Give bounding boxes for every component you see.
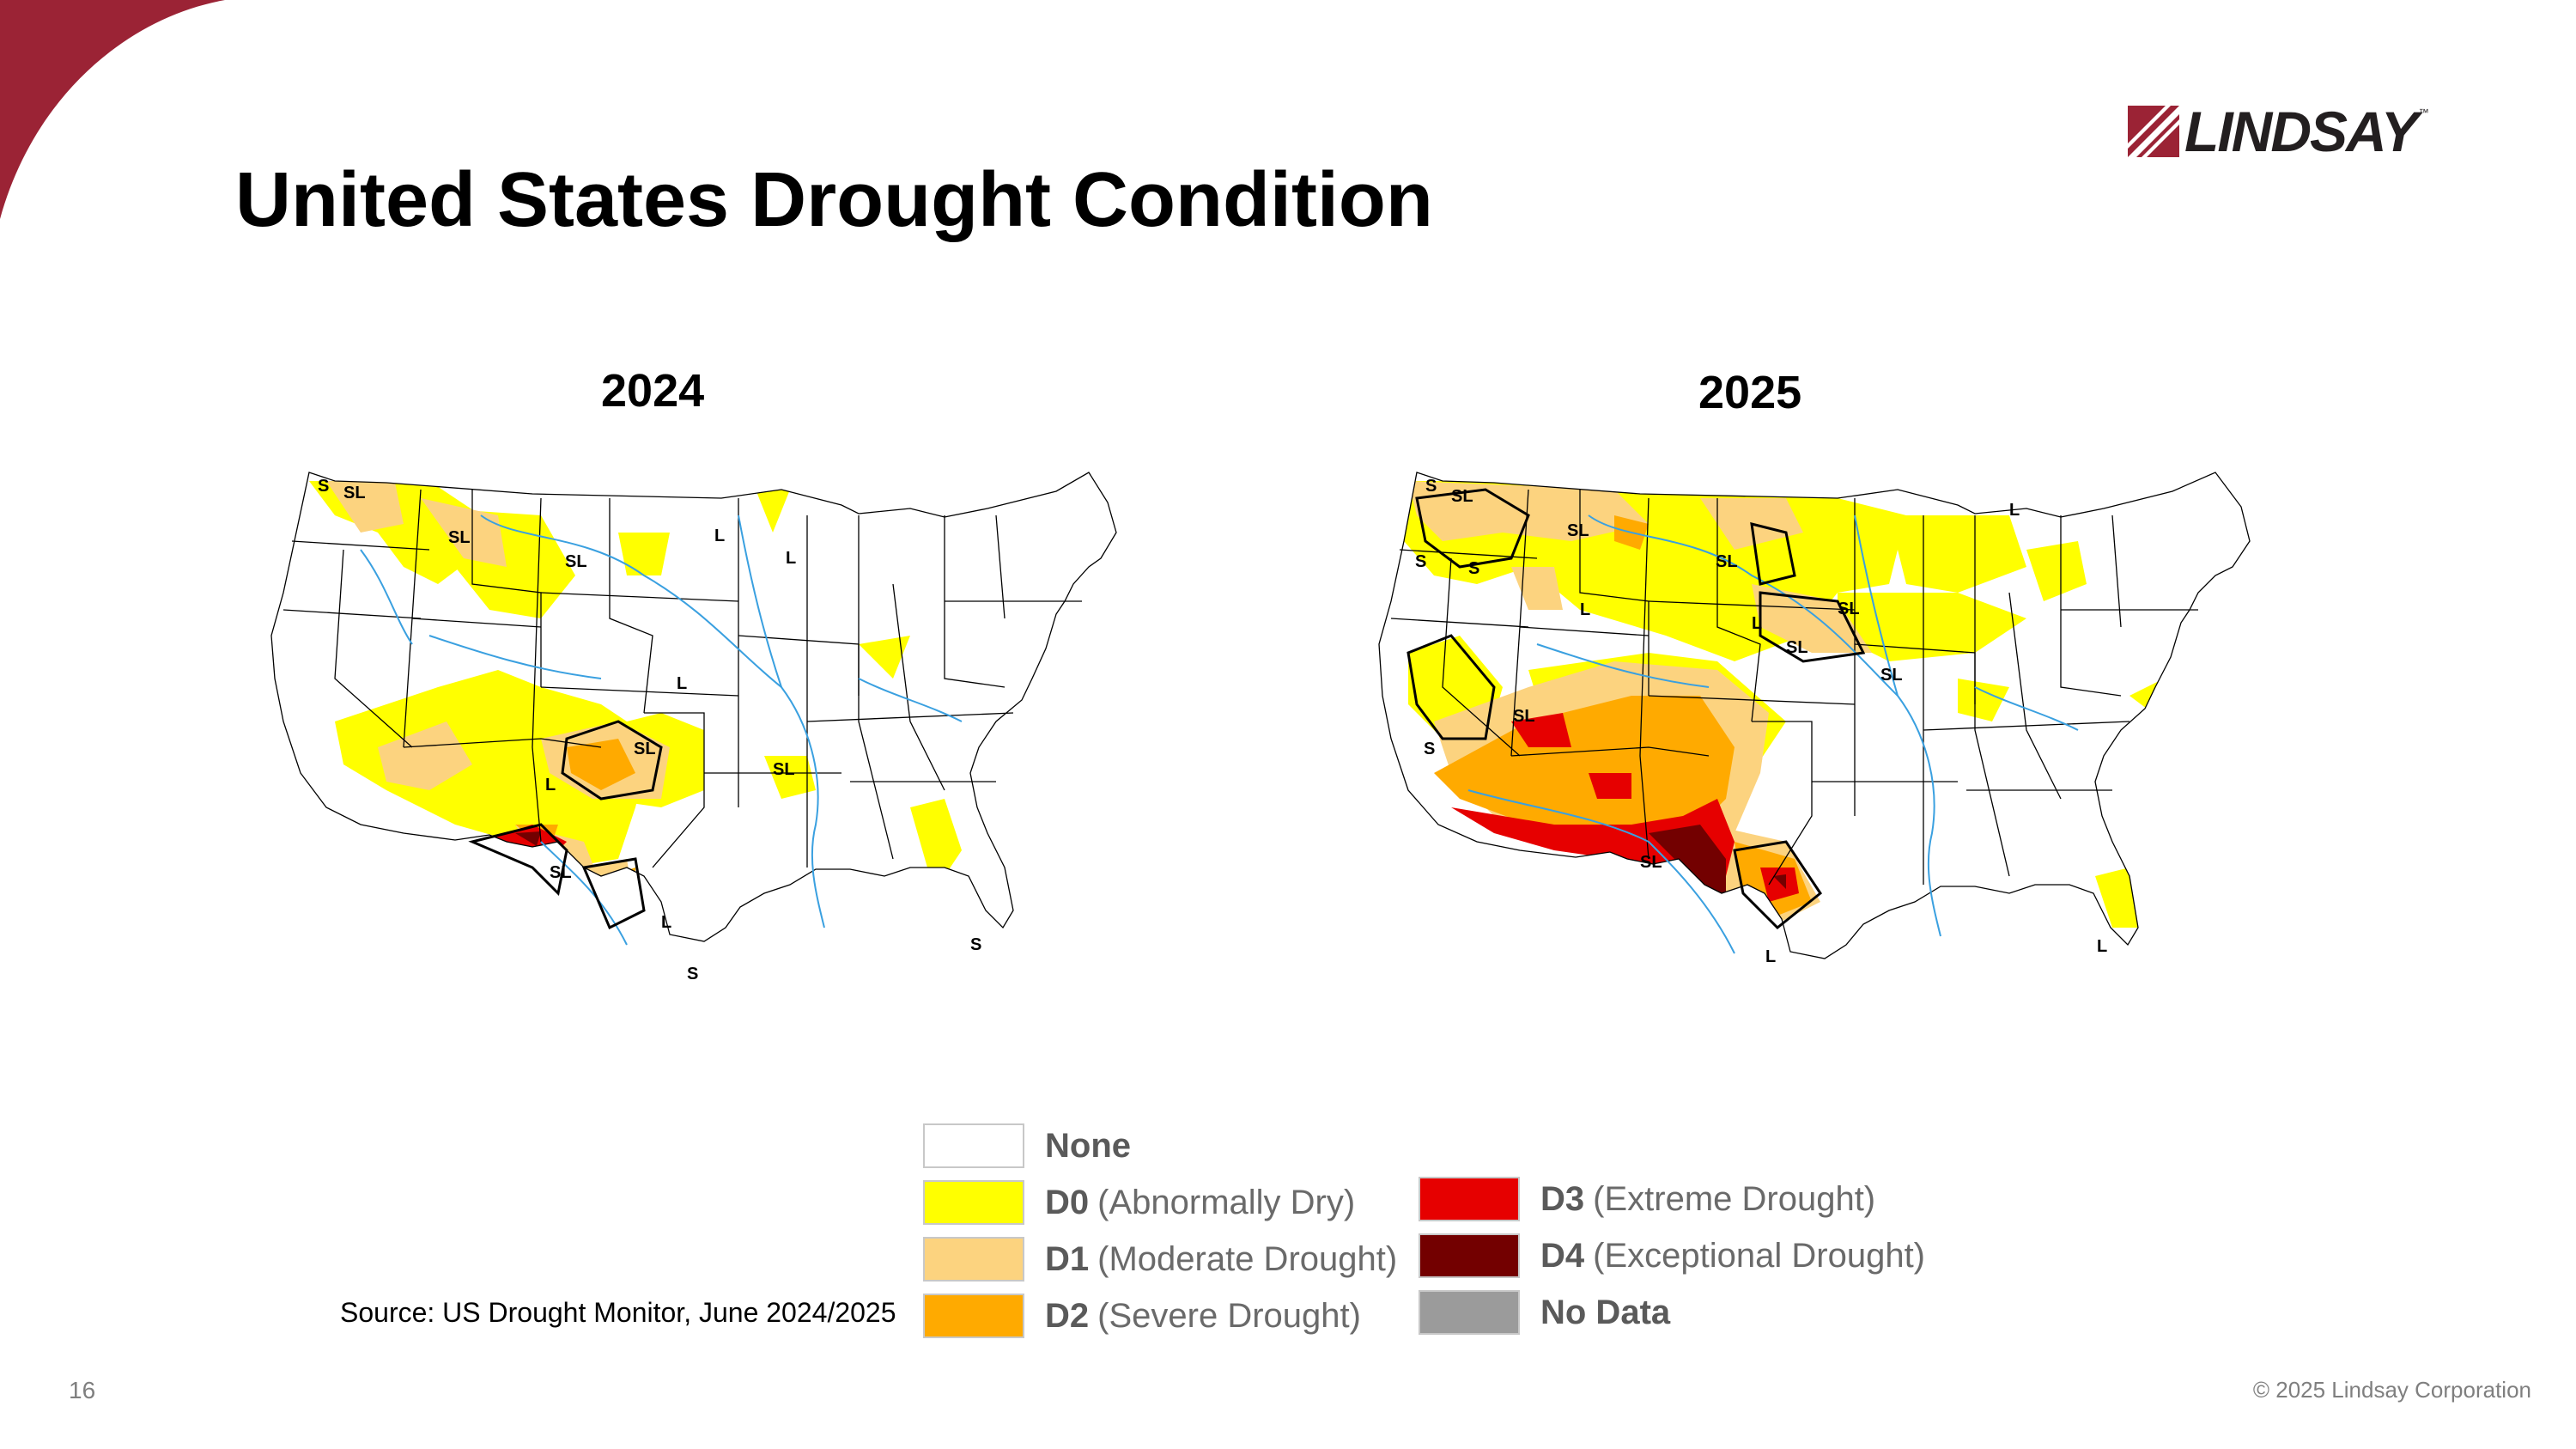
logo-trademark: ™ [2418, 107, 2429, 119]
map-2024-zone-label: L [677, 674, 687, 693]
map-2025-zone-label: SL [1838, 600, 1860, 618]
legend-item-d2: D2 (Severe Drought) [923, 1294, 1361, 1338]
map-2025-year-label: 2025 [1698, 367, 1802, 418]
legend-desc: (Exceptional Drought) [1593, 1236, 1925, 1275]
legend-desc: (Moderate Drought) [1097, 1239, 1398, 1278]
legend-code: D3 [1540, 1179, 1585, 1218]
map-2024-zone-label: L [786, 549, 796, 568]
legend-swatch [923, 1237, 1024, 1282]
map-2024-zone-label: L [661, 913, 671, 932]
map-2024-zone-label: L [714, 527, 725, 545]
legend-item-no-data: No Data [1419, 1290, 1670, 1335]
legend-desc: (Extreme Drought) [1593, 1179, 1876, 1218]
map-2025-zone-label: SL [1716, 552, 1738, 571]
map-2025-zone-label: S [1425, 477, 1437, 496]
source-note: Source: US Drought Monitor, June 2024/20… [340, 1297, 896, 1328]
page-title: United States Drought Condition [235, 157, 1433, 243]
map-2025-zone-label: SL [1567, 521, 1589, 540]
map-2025-zone-label: S [1415, 552, 1426, 571]
map-2025-zone-label: SL [1786, 638, 1808, 657]
legend-item-d3: D3 (Extreme Drought) [1419, 1177, 1875, 1221]
legend-swatch [1419, 1177, 1520, 1221]
copyright: © 2025 Lindsay Corporation [2252, 1377, 2531, 1403]
legend-code: D4 [1540, 1236, 1585, 1275]
legend-desc: (Abnormally Dry) [1097, 1183, 1356, 1221]
map-2025-zone-label: L [1580, 600, 1590, 619]
corner-swoosh-decoration [0, 0, 225, 219]
map-2024-zone-label: S [318, 477, 329, 496]
map-2025-zone-label: L [2097, 937, 2107, 956]
map-2024-zone-label: SL [448, 528, 471, 547]
map-2024-zone-label: S [687, 965, 698, 983]
drought-map-2025: S SL S S SL SL L SL L SL SL S SL SL L L … [1378, 472, 2251, 966]
legend-swatch [923, 1180, 1024, 1225]
map-2024-zone-label: S [970, 935, 981, 954]
legend-item-d0: D0 (Abnormally Dry) [923, 1180, 1355, 1225]
map-2025-zone-label: SL [1640, 853, 1662, 872]
legend-item-d1: D1 (Moderate Drought) [923, 1237, 1397, 1282]
legend-swatch [1419, 1290, 1520, 1335]
lindsay-logo-mark-icon [2128, 106, 2179, 157]
legend-code: D0 [1045, 1183, 1090, 1221]
legend-item-d4: D4 (Exceptional Drought) [1419, 1233, 1925, 1278]
map-2025-zone-label: S [1424, 740, 1435, 758]
legend-code: D1 [1045, 1239, 1090, 1278]
legend-swatch [1419, 1233, 1520, 1278]
map-2025-zone-label: L [1752, 614, 1762, 633]
map-2024-zone-label: L [545, 776, 556, 795]
map-2024-zone-label: SL [773, 760, 795, 779]
lindsay-logo: LINDSAY ™ [2128, 103, 2429, 160]
legend-swatch [923, 1123, 1024, 1168]
map-2024-zone-label: SL [634, 740, 656, 758]
map-2024-zone-label: SL [565, 552, 587, 571]
logo-wordmark: LINDSAY [2184, 100, 2419, 163]
map-2025-zone-label: SL [1513, 707, 1535, 726]
map-2025-zone-label: S [1468, 559, 1479, 578]
map-2024-year-label: 2024 [601, 365, 705, 417]
map-2025-zone-label: SL [1880, 666, 1903, 685]
map-2024-zone-label: SL [343, 484, 366, 502]
legend-code: No Data [1540, 1293, 1671, 1331]
map-2025-zone-label: SL [1451, 487, 1473, 506]
map-2025-zone-label: L [2009, 501, 2020, 520]
legend-swatch [923, 1294, 1024, 1338]
legend-code: None [1045, 1126, 1131, 1165]
legend-desc: (Severe Drought) [1097, 1296, 1361, 1335]
map-2025-zone-label: L [1765, 947, 1776, 966]
map-2024-zone-label: SL [550, 863, 572, 882]
drought-map-2024: S SL SL SL L L L SL SL L SL L S S [270, 472, 1117, 983]
page-number: 16 [69, 1377, 96, 1403]
legend-item-none: None [923, 1123, 1131, 1168]
legend-code: D2 [1045, 1296, 1090, 1335]
